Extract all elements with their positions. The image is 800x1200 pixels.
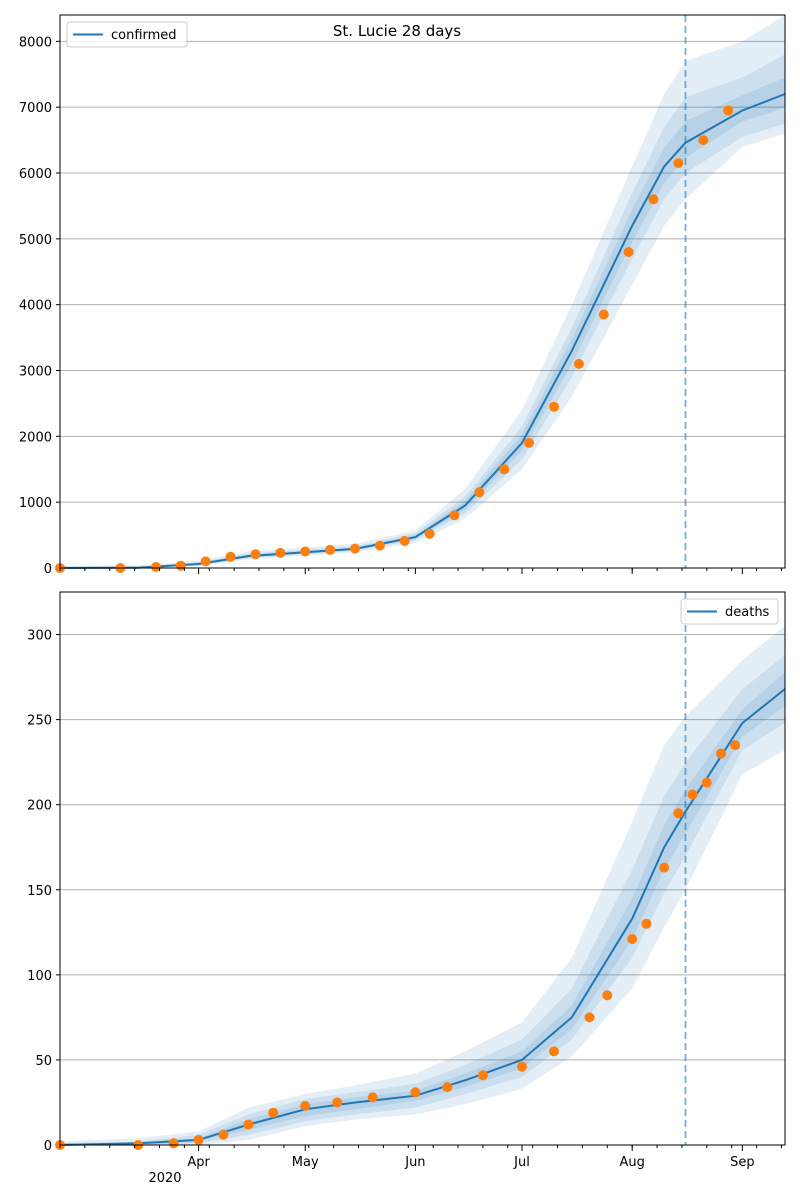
legend-label: deaths [725, 605, 770, 620]
observed-point [730, 740, 741, 751]
model-line-deaths [59, 688, 786, 1146]
x-tick-label: Apr [187, 1155, 210, 1170]
y-tick-label: 5000 [19, 233, 52, 248]
observed-point [268, 1107, 279, 1118]
observed-point [325, 544, 336, 555]
y-tick-label: 0 [44, 1139, 52, 1154]
observed-point [573, 358, 584, 369]
y-tick-label: 1000 [19, 496, 52, 511]
y-tick-label: 4000 [19, 299, 52, 314]
observed-point [399, 536, 410, 546]
y-tick-label: 3000 [19, 365, 52, 380]
observed-point [477, 1070, 488, 1081]
y-tick-label: 200 [27, 799, 52, 814]
y-tick-label: 2000 [19, 430, 52, 445]
observed-point [716, 748, 726, 759]
observed-point [698, 135, 709, 146]
uncertainty-band [60, 15, 785, 568]
x-tick-label: Jun [404, 1155, 425, 1170]
observed-point [367, 1092, 378, 1103]
observed-point [673, 808, 684, 819]
observed-point [332, 1097, 343, 1108]
x-year-label: 2020 [148, 1171, 181, 1186]
x-tick-label: Aug [619, 1155, 644, 1170]
x-tick-label: Jul [513, 1155, 530, 1170]
observed-point [350, 543, 360, 554]
observed-point [623, 247, 634, 257]
observed-point [410, 1087, 421, 1098]
observed-point [673, 158, 684, 169]
x-tick-label: May [292, 1155, 319, 1170]
observed-point [598, 309, 609, 320]
observed-point [517, 1061, 527, 1072]
uncertainty-band [60, 54, 785, 568]
observed-point [218, 1129, 229, 1140]
observed-point [275, 547, 286, 558]
observed-point [723, 105, 734, 116]
y-tick-label: 50 [35, 1054, 52, 1069]
observed-point [602, 990, 613, 1001]
observed-point [499, 464, 510, 475]
observed-point [549, 401, 559, 412]
observed-point [225, 551, 236, 562]
plot-frame [59, 591, 786, 1146]
model-line-confirmed [59, 93, 786, 569]
x-tick-label: Sep [730, 1155, 755, 1170]
y-tick-label: 300 [27, 629, 52, 644]
chart-title: St. Lucie 28 days [333, 22, 461, 40]
plot-frame [59, 14, 786, 569]
observed-point [701, 777, 712, 788]
observed-point [193, 1134, 204, 1145]
observed-point [549, 1046, 559, 1057]
observed-point [524, 437, 535, 448]
deaths-panel: 0 50 100 150 200 250 300 Apr May Jun Jul Aug Sep deat… [27, 591, 786, 1170]
observed-point [627, 934, 638, 945]
y-tick-label: 150 [27, 884, 52, 899]
observed-point [641, 918, 652, 929]
y-tick-label: 7000 [19, 101, 52, 116]
legend-label: confirmed [111, 28, 177, 43]
observed-point [151, 562, 161, 572]
observed-point [442, 1082, 453, 1093]
uncertainty-band [60, 672, 785, 1145]
observed-point [474, 487, 485, 498]
observed-point [168, 1138, 179, 1149]
confirmed-panel: 0 1000 2000 3000 4000 5000 6000 7000 8000 confirm… [19, 14, 786, 577]
observed-point [200, 556, 211, 567]
uncertainty-band [60, 626, 785, 1145]
observed-point [584, 1012, 595, 1023]
y-tick-label: 0 [44, 562, 52, 577]
observed-point [300, 546, 311, 557]
observed-point [648, 194, 659, 205]
y-tick-label: 250 [27, 714, 52, 729]
observed-point [687, 789, 698, 800]
y-tick-label: 6000 [19, 167, 52, 182]
observed-point [243, 1119, 254, 1130]
y-tick-label: 8000 [19, 35, 52, 50]
observed-point [449, 510, 460, 521]
observed-point [250, 549, 261, 560]
observed-point [424, 528, 435, 539]
observed-point [374, 540, 385, 551]
legend-box [66, 21, 188, 48]
observed-point [659, 862, 670, 873]
y-tick-label: 100 [27, 969, 52, 984]
observed-point [300, 1100, 311, 1111]
legend-box [680, 598, 779, 625]
